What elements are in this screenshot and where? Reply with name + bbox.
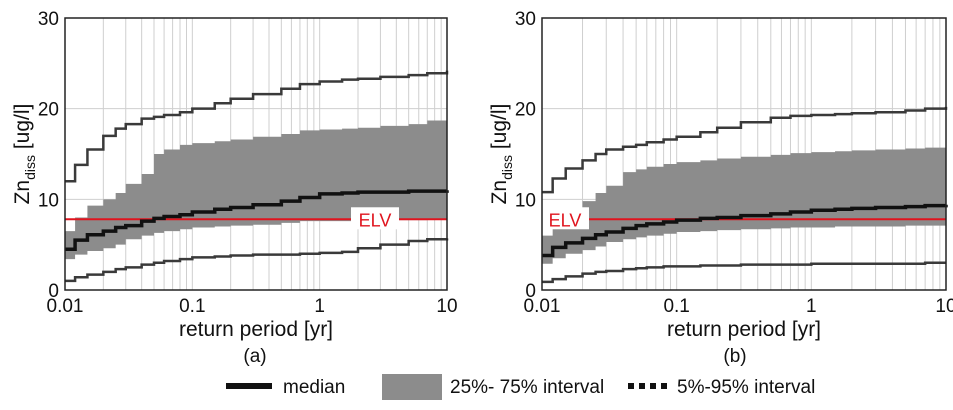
panel-a-y-axis-label: Zndiss [ug/l] [11, 104, 38, 205]
panel-a-x-tick-label: 10 [436, 296, 457, 317]
panel-a-line-95 [65, 70, 449, 183]
panel-b-line-5 [542, 261, 946, 284]
panel-b: ELV 0 10 20 30 0.01 0.1 1 10 return period [yr] Zn… [488, 9, 953, 341]
panel-b-y-tick-label: 30 [515, 9, 536, 30]
panel-a-y-tick-label: 30 [38, 9, 59, 30]
panel-b-x-tick-label: 0.1 [663, 296, 689, 317]
panel-a-caption: (a) [243, 346, 266, 367]
panel-a-x-tick-label: 0.1 [179, 296, 205, 317]
panel-a-line-5 [65, 237, 449, 283]
legend-median-label: median [283, 377, 345, 398]
panel-b-x-tick-label: 0.01 [524, 296, 561, 317]
panel-b-x-tick-label: 10 [935, 296, 953, 317]
panel-b-y-tick-label: 20 [515, 100, 536, 121]
panel-a-x-tick-label: 1 [314, 296, 325, 317]
panel-b-x-tick-label: 1 [806, 296, 817, 317]
panel-b-y-tick-label: 10 [515, 190, 536, 211]
legend-band-swatch [382, 374, 442, 400]
panel-b-y-tick-label: 0 [525, 281, 536, 302]
panel-b-line-95 [542, 106, 948, 194]
panel-a: ELV 0 10 20 30 0.01 0.1 1 10 return period [yr] Zn… [11, 9, 458, 341]
panel-a-y-tick-label: 20 [38, 100, 59, 121]
panel-a-y-tick-label: 10 [38, 190, 59, 211]
panel-b-median-line [542, 203, 948, 258]
panel-a-band-25-75 [65, 117, 447, 265]
panel-b-frame [541, 17, 947, 291]
panel-a-frame [64, 17, 448, 291]
panel-a-elv-label-bg [351, 207, 399, 230]
panel-b-elv-label-bg [541, 207, 589, 230]
panel-b-y-axis-label: Zndiss [ug/l] [488, 104, 515, 205]
panel-b-band-25-75 [542, 146, 946, 270]
panel-b-x-axis-label: return period [yr] [667, 318, 821, 341]
legend-outer-label: 5%-95% interval [677, 377, 815, 398]
panel-a-median-line [65, 189, 449, 251]
legend-band-label: 25%- 75% interval [450, 377, 604, 398]
panel-a-elv-label: ELV [359, 210, 392, 230]
panel-a-y-tick-label: 0 [48, 281, 59, 302]
panel-b-caption: (b) [723, 346, 746, 367]
panel-a-x-tick-label: 0.01 [47, 296, 84, 317]
legend: median 25%- 75% interval 5%-95% interval [226, 374, 815, 400]
panel-a-x-axis-label: return period [yr] [179, 318, 333, 341]
panel-b-elv-label: ELV [549, 210, 582, 230]
